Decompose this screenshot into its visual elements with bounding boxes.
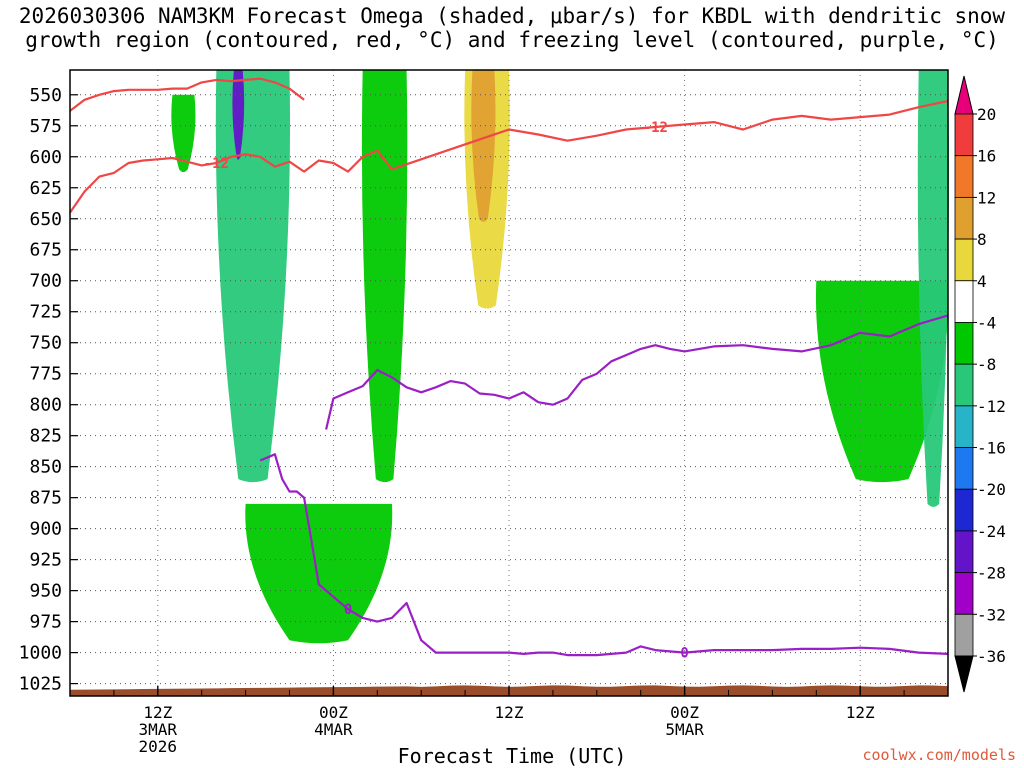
y-tick-label: 925 [29, 550, 62, 571]
y-tick-label: 625 [29, 178, 62, 199]
omega-region [917, 70, 949, 507]
colorbar: 20 16 12 8 4 -4 -8 -12 -16 -20 -24 -28 -32 -36 [954, 75, 1006, 693]
omega-region [471, 70, 496, 222]
colorbar-box [954, 155, 974, 198]
x-tick-label: 12Z [495, 703, 524, 722]
colorbar-box [954, 447, 974, 490]
title-line-1: 2026030306 NAM3KM Forecast Omega (shaded… [18, 4, 1006, 28]
colorbar-box [954, 613, 974, 657]
y-tick-label: 1000 [19, 643, 62, 664]
x-tick-label: 12Z [143, 703, 172, 722]
credit-text: coolwx.com/models [862, 746, 1016, 764]
gridlines [70, 70, 948, 696]
colorbar-box [954, 363, 974, 407]
colorbar-box [954, 405, 974, 448]
colorbar-label: 12 [977, 188, 996, 207]
y-axis: 550 575 600 625 650 675 700 725 750 775 800 825 850 8… [19, 85, 78, 695]
colorbar-label: -32 [977, 605, 1006, 624]
y-tick-label: 850 [29, 457, 62, 478]
x-tick-label: 12Z [846, 703, 875, 722]
y-tick-label: 900 [29, 519, 62, 540]
colorbar-box [954, 572, 974, 615]
colorbar-box [954, 530, 974, 574]
y-tick-label: 650 [29, 209, 62, 230]
y-tick-label: 675 [29, 240, 62, 261]
contour-line [69, 77, 305, 112]
colorbar-min-arrow [954, 655, 974, 693]
colorbar-label: -8 [977, 355, 996, 374]
contour-label: -12 [643, 120, 668, 136]
y-tick-label: 550 [29, 85, 62, 106]
y-tick-label: 825 [29, 426, 62, 447]
contour-lines: -12 -12 0 0 [69, 77, 949, 662]
colorbar-label: -24 [977, 522, 1006, 541]
colorbar-box [954, 488, 974, 532]
y-tick-label: 975 [29, 612, 62, 633]
colorbar-label: -36 [977, 647, 1006, 666]
y-tick-label: 750 [29, 333, 62, 354]
x-axis-label: Forecast Time (UTC) [397, 744, 627, 768]
contour-line [325, 314, 949, 430]
y-tick-label: 700 [29, 271, 62, 292]
x-tick-label: 00Z [670, 703, 699, 722]
colorbar-label: 20 [977, 105, 996, 124]
colorbar-box [954, 196, 974, 240]
colorbar-max-arrow [954, 75, 974, 115]
contour-line [259, 453, 949, 657]
x-tick-label: 5MAR [665, 720, 704, 739]
omega-region [171, 94, 196, 173]
y-tick-label: 1025 [19, 674, 62, 695]
omega-region [361, 70, 408, 483]
colorbar-label: 16 [977, 147, 996, 166]
y-tick-label: 725 [29, 302, 62, 323]
contour-label: 0 [344, 602, 352, 618]
y-tick-label: 775 [29, 364, 62, 385]
omega-region [232, 70, 245, 160]
plot-frame [69, 69, 949, 697]
x-tick-label: 3MAR [139, 720, 178, 739]
omega-shading [171, 70, 949, 644]
y-tick-label: 800 [29, 395, 62, 416]
y-tick-label: 950 [29, 581, 62, 602]
colorbar-label: 4 [977, 272, 987, 291]
contour-line [69, 99, 949, 214]
omega-region [815, 280, 949, 483]
y-tick-label: 600 [29, 147, 62, 168]
omega-region [215, 70, 291, 483]
y-tick-label: 575 [29, 116, 62, 137]
title-line-2: growth region (contoured, red, °C) and f… [25, 28, 999, 52]
colorbar-box [954, 238, 974, 282]
x-tick-label: 4MAR [314, 720, 353, 739]
colorbar-label: -28 [977, 564, 1006, 583]
x-tick-label: 00Z [319, 703, 348, 722]
colorbar-label: -4 [977, 313, 996, 332]
x-tick-label: 2026 [139, 737, 178, 756]
contour-label: 0 [680, 646, 688, 662]
colorbar-label: -20 [977, 480, 1006, 499]
contour-label: -12 [204, 156, 229, 172]
colorbar-box [954, 280, 974, 323]
colorbar-box [954, 113, 974, 157]
colorbar-label: -16 [977, 439, 1006, 458]
colorbar-box [954, 322, 974, 365]
y-tick-label: 875 [29, 488, 62, 509]
colorbar-label: 8 [977, 230, 987, 249]
chart-title: 2026030306 NAM3KM Forecast Omega (shaded… [0, 4, 1024, 52]
omega-region [245, 503, 393, 644]
colorbar-label: -12 [977, 397, 1006, 416]
